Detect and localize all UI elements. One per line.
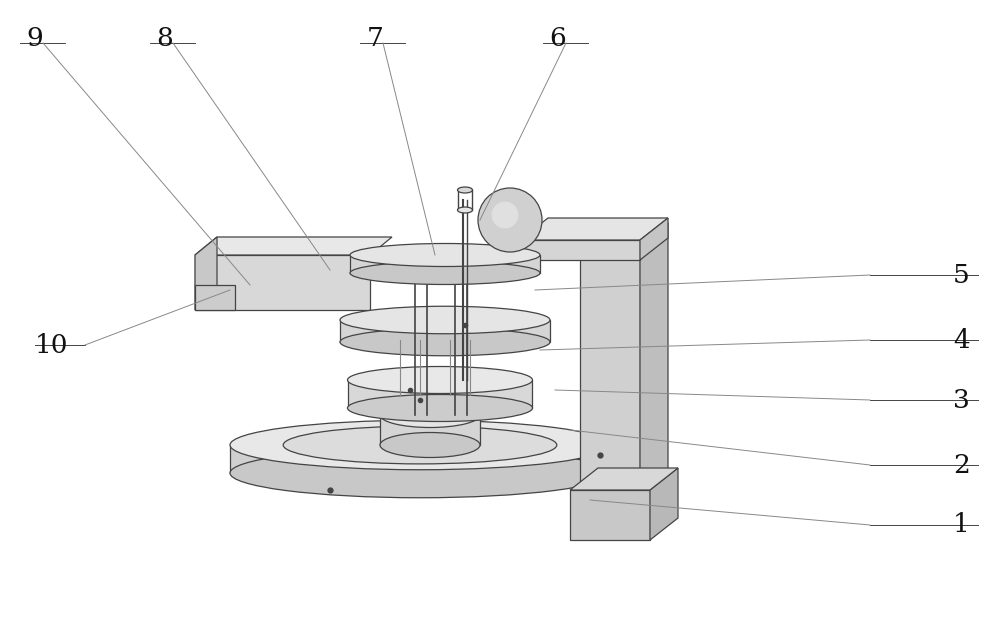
Polygon shape [520,240,640,260]
Ellipse shape [348,394,532,422]
Ellipse shape [380,403,480,428]
Ellipse shape [478,188,542,252]
Polygon shape [195,285,235,310]
Ellipse shape [350,262,540,285]
Polygon shape [350,255,540,273]
Text: 6: 6 [550,26,566,51]
Text: 7: 7 [367,26,383,51]
Ellipse shape [380,433,480,458]
Polygon shape [195,237,217,310]
Text: 10: 10 [35,333,69,358]
Ellipse shape [230,448,610,498]
Text: 8: 8 [157,26,173,51]
Polygon shape [348,380,532,408]
Ellipse shape [283,426,557,464]
Polygon shape [195,255,370,310]
Ellipse shape [458,187,473,193]
Polygon shape [570,468,678,490]
Polygon shape [340,320,550,342]
Polygon shape [580,223,668,245]
Text: 9: 9 [27,26,43,51]
Text: 5: 5 [953,262,970,287]
Text: 1: 1 [953,513,970,538]
Ellipse shape [340,328,550,356]
Ellipse shape [348,367,532,394]
Ellipse shape [492,202,518,228]
Polygon shape [570,490,650,540]
Polygon shape [650,468,678,540]
Polygon shape [580,245,640,490]
Polygon shape [380,415,480,445]
Ellipse shape [350,243,540,266]
Ellipse shape [230,420,610,470]
Polygon shape [195,237,392,255]
Text: 3: 3 [953,387,970,413]
Ellipse shape [340,307,550,333]
Text: 2: 2 [953,452,970,477]
Polygon shape [520,218,668,240]
Text: 4: 4 [953,328,970,353]
Polygon shape [640,218,668,260]
Polygon shape [230,445,610,473]
Polygon shape [640,223,668,490]
Ellipse shape [458,207,473,213]
